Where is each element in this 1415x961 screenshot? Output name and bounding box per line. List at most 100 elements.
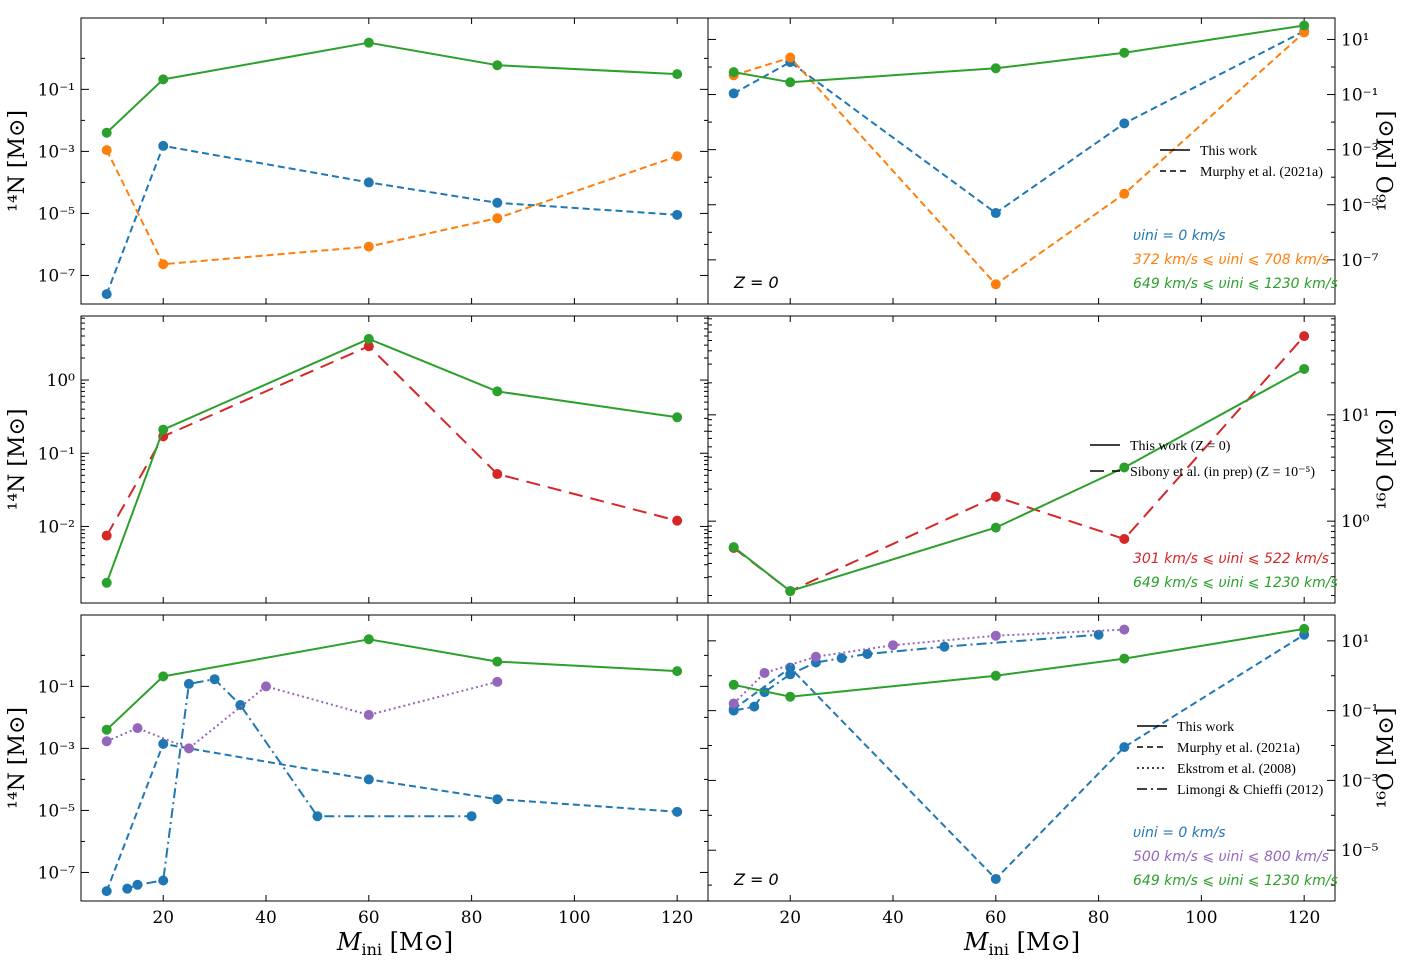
y-axis-label: ¹⁴N [M⊙] [5, 408, 30, 510]
data-point [749, 701, 760, 712]
data-point [990, 491, 1001, 502]
data-point [728, 542, 739, 553]
data-point [122, 883, 133, 894]
legend-entry: Murphy et al. (2021a) [1177, 741, 1300, 756]
data-point [492, 656, 503, 667]
panel-row3-left: 20 40 60 80 100 120 10⁻⁷ 10⁻⁵ 10⁻³ 10⁻¹ ¹⁴N [M⊙] [5, 614, 709, 928]
series-line-blue-dashed [733, 633, 1305, 880]
data-point [990, 670, 1001, 681]
data-point [1119, 47, 1130, 58]
velocity-annotation: 372 km/s ⩽ υini ⩽ 708 km/s [1133, 252, 1329, 268]
data-point [990, 63, 1001, 74]
data-point [990, 522, 1001, 533]
velocity-annotation: 500 km/s ⩽ υini ⩽ 800 km/s [1133, 849, 1329, 865]
data-point [158, 738, 169, 749]
y-tick-label: 10⁻³ [38, 739, 75, 759]
axes-frame [707, 17, 1336, 305]
y-tick-label: 10⁻⁵ [1341, 841, 1379, 861]
data-point [363, 634, 374, 645]
x-tick-label: 100 [558, 908, 590, 928]
velocity-annotation: υini = 0 km/s [1133, 228, 1226, 244]
data-point [492, 794, 503, 805]
x-axis-label-left: Mini [M⊙] [336, 928, 453, 959]
y-axis-label: ¹⁶O [M⊙] [1374, 409, 1399, 510]
y-tick-label: 10⁻³ [1341, 771, 1378, 791]
y-tick-label: 10⁻¹ [38, 80, 75, 100]
x-tick-label: 60 [358, 908, 380, 928]
data-point [363, 37, 374, 48]
x-tick-label: 20 [152, 908, 174, 928]
y-tick-label: 10¹ [1341, 406, 1369, 426]
data-point [101, 724, 112, 735]
data-point [101, 145, 112, 156]
legend-entry: Ekstrom et al. (2008) [1177, 762, 1296, 777]
x-tick-label: 120 [661, 908, 693, 928]
y-tick-label: 10⁻⁷ [38, 863, 76, 883]
data-point [363, 709, 374, 720]
y-tick-label: 10⁻¹ [38, 677, 75, 697]
axes-frame [80, 614, 709, 902]
axes-frame [80, 17, 709, 305]
y-tick-label: 10⁰ [47, 371, 76, 391]
data-point [492, 213, 503, 224]
velocity-annotation: 301 km/s ⩽ υini ⩽ 522 km/s [1133, 551, 1329, 567]
y-tick-label: 10¹ [1341, 632, 1369, 652]
data-point [132, 879, 143, 890]
data-point [785, 669, 796, 680]
data-point [728, 698, 739, 709]
y-tick-label: 10⁻⁵ [38, 801, 76, 821]
data-point [862, 648, 873, 659]
data-point [1093, 629, 1104, 640]
series-line-green-solid [733, 24, 1305, 84]
x-tick-label: 100 [1185, 908, 1217, 928]
data-point [672, 666, 683, 677]
y-tick-label: 10⁻¹ [1341, 86, 1378, 106]
data-point [785, 52, 796, 63]
series-line-green-solid [105, 337, 678, 584]
data-point [672, 151, 683, 162]
data-point [1299, 363, 1310, 374]
data-point [728, 88, 739, 99]
data-point [158, 74, 169, 85]
data-point [672, 209, 683, 220]
series-line-blue-dashed [105, 742, 678, 892]
x-tick-label: 40 [255, 908, 277, 928]
data-point [492, 60, 503, 71]
y-tick-label: 10⁻⁵ [38, 204, 76, 224]
x-tick-label: 120 [1288, 908, 1320, 928]
data-point [261, 681, 272, 692]
axes-frame [707, 315, 1336, 604]
data-point [158, 259, 169, 270]
data-point [132, 723, 143, 734]
panel-row3-right: 20 40 60 80 100 120 10⁻⁵ 10⁻³ 10⁻¹ 10¹ ¹⁶O [M⊙] Z =… [707, 614, 1399, 928]
data-point [101, 577, 112, 588]
data-point [101, 127, 112, 138]
y-tick-label: 10⁻⁷ [38, 266, 76, 286]
data-point [183, 743, 194, 754]
data-point [672, 806, 683, 817]
panel-row1-right: 10⁻⁷ 10⁻⁵ 10⁻³ 10⁻¹ 10¹ ¹⁶O [M⊙] Z = 0 This wor… [707, 17, 1399, 305]
data-point [1299, 20, 1310, 31]
legend-entry: Murphy et al. (2021a) [1200, 165, 1323, 180]
series-line-red-dashed-long [105, 345, 678, 537]
data-point [888, 640, 899, 651]
series-line-blue-dashdot [126, 678, 472, 890]
panel-row2-left: 10⁻² 10⁻¹ 10⁰ ¹⁴N [M⊙] [5, 315, 709, 604]
velocity-annotation: 649 km/s ⩽ υini ⩽ 1230 km/s [1133, 873, 1338, 889]
data-point [363, 774, 374, 785]
y-tick-label: 10⁻¹ [1341, 702, 1378, 722]
y-axis-label: ¹⁶O [M⊙] [1374, 708, 1399, 809]
y-axis-label: ¹⁴N [M⊙] [5, 110, 30, 212]
x-tick-label: 80 [461, 908, 483, 928]
data-point [158, 424, 169, 435]
panel-row1-left: 10⁻⁷ 10⁻⁵ 10⁻³ 10⁻¹ ¹⁴N [M⊙] [5, 17, 709, 305]
legend-entry: Limongi & Chieffi (2012) [1177, 783, 1324, 798]
data-point [759, 667, 770, 678]
data-point [1299, 27, 1310, 38]
data-point [101, 289, 112, 300]
data-point [183, 678, 194, 689]
velocity-annotation: 649 km/s ⩽ υini ⩽ 1230 km/s [1133, 575, 1338, 591]
y-tick-label: 10⁰ [1341, 512, 1370, 532]
legend-entry: This work [1200, 144, 1257, 159]
